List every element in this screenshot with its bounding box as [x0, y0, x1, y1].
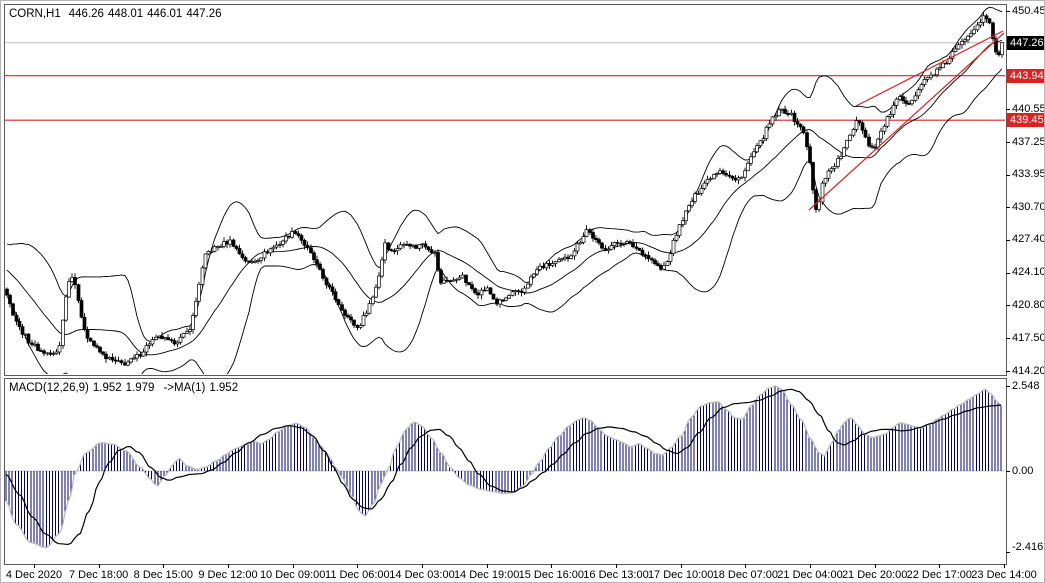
macd-axis-label: 2.548	[1012, 379, 1040, 392]
bollinger-lower-band	[6, 68, 1003, 374]
macd-value: 1.952	[92, 382, 122, 394]
bollinger-bands	[6, 6, 1003, 374]
time-axis-label: 17 Dec 10:00	[647, 569, 714, 581]
low-value: 446.01	[147, 8, 183, 20]
axis-ticks	[34, 11, 1010, 568]
price-axis-label: 430.70	[1012, 200, 1045, 213]
price-axis-label: 440.55	[1012, 102, 1045, 115]
price-axis-label: 420.80	[1012, 298, 1045, 311]
time-axis-label: 14 Dec 03:00	[389, 569, 455, 581]
macd-indicator-label: MACD(12,26,9) 1.952 1.979 ->MA(1) 1.952	[9, 382, 242, 394]
price-axis-label: 417.50	[1012, 331, 1045, 344]
time-axis-label: 22 Dec 17:00	[906, 569, 973, 581]
ohlc-header: CORN,H1 446.26 448.01 446.01 447.26	[9, 8, 226, 20]
price-axis-label: 433.95	[1012, 168, 1045, 181]
main-panel-border	[4, 4, 1007, 376]
time-axis-label: 21 Dec 20:00	[841, 569, 908, 581]
macd-panel-area[interactable]	[4, 385, 1006, 549]
bollinger-middle-band	[6, 39, 1003, 356]
price-level-badge: 439.45	[1007, 113, 1044, 128]
price-axis-label: 424.10	[1012, 266, 1045, 279]
macd-ma-label: ->MA(1)	[163, 382, 206, 394]
price-axis-label: 450.45	[1012, 4, 1045, 17]
time-axis-label: 9 Dec 12:00	[198, 569, 258, 581]
price-level-badge: 443.94	[1007, 68, 1044, 83]
time-axis-label: 7 Dec 18:00	[68, 569, 129, 581]
candles-series	[5, 12, 1004, 367]
macd-axis-label: 0.00	[1012, 464, 1034, 477]
time-axis-label: 21 Dec 04:00	[777, 569, 843, 581]
time-axis-label: 23 Dec 14:00	[971, 569, 1037, 581]
time-axis-label: 8 Dec 15:00	[133, 569, 193, 581]
price-axis-label: 437.25	[1012, 135, 1045, 148]
time-axis-label: 15 Dec 16:00	[518, 569, 585, 581]
symbol-timeframe-label: CORN,H1	[9, 8, 61, 20]
high-value: 448.01	[107, 8, 144, 20]
close-value: 447.26	[186, 8, 222, 20]
macd-histogram	[5, 385, 1002, 548]
macd-axis-label: -2.416	[1012, 540, 1044, 553]
trendline[interactable]	[808, 32, 1005, 211]
main-chart-area[interactable]	[4, 6, 1006, 395]
current-price-badge: 447.26	[1007, 35, 1044, 50]
time-axis-label: 18 Dec 07:00	[712, 569, 779, 581]
macd-signal-value: 1.979	[125, 382, 155, 394]
time-axis-label: 4 Dec 2020	[5, 569, 63, 581]
time-axis-label: 10 Dec 09:00	[259, 569, 326, 581]
time-axis-label: 16 Dec 13:00	[583, 569, 649, 581]
time-axis-label: 11 Dec 06:00	[325, 569, 390, 581]
time-axis-label: 14 Dec 19:00	[453, 569, 520, 581]
macd-signal-line	[5, 388, 1002, 546]
macd-name: MACD(12,26,9)	[9, 382, 89, 394]
price-axis-label: 414.20	[1012, 364, 1045, 377]
open-value: 446.26	[68, 8, 104, 20]
macd-envelope-line	[5, 385, 1002, 549]
trendline[interactable]	[855, 30, 1004, 107]
price-axis-label: 427.40	[1012, 233, 1045, 246]
bollinger-upper-band	[6, 6, 1003, 342]
macd-ma-value: 1.952	[209, 382, 239, 394]
